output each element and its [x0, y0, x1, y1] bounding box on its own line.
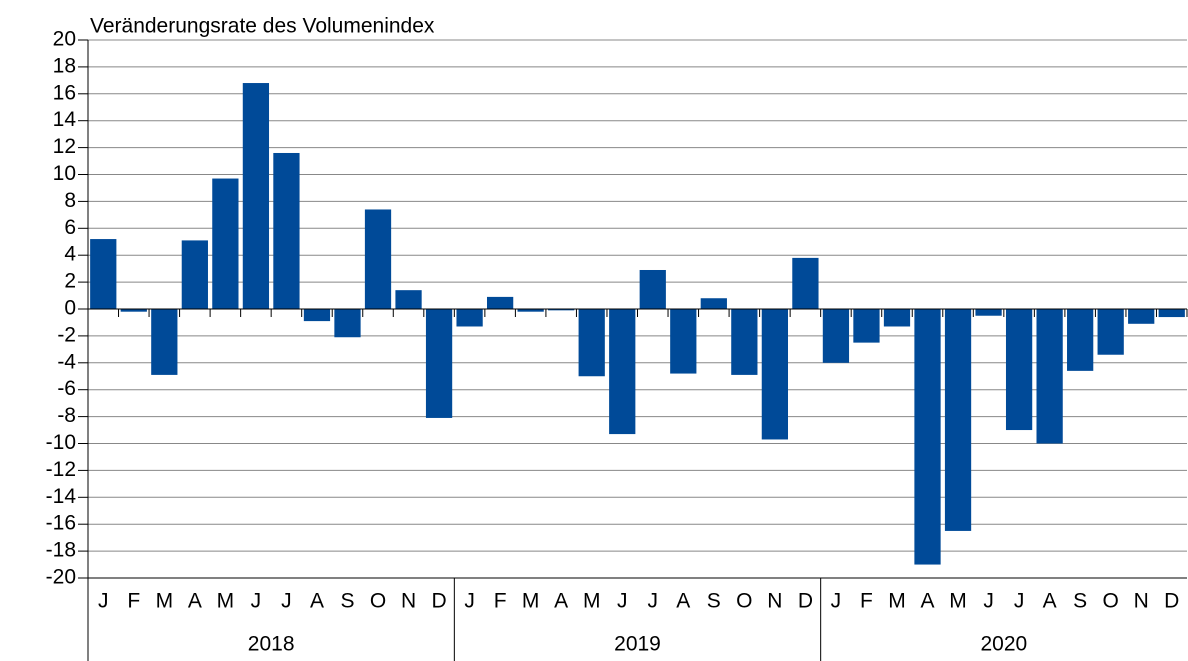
bar [90, 239, 117, 309]
y-tick-label: 8 [64, 189, 76, 212]
y-tick-label: -2 [57, 323, 76, 346]
x-tick-label: J [617, 590, 628, 613]
x-tick-label: O [736, 590, 752, 613]
x-tick-label: A [1043, 590, 1057, 613]
y-tick-label: 10 [53, 162, 76, 185]
bar [364, 209, 392, 309]
bar [303, 309, 331, 322]
bar [1036, 309, 1063, 444]
y-tick-label: -12 [46, 458, 76, 481]
y-tick-label: -18 [46, 539, 76, 562]
x-tick-label: M [522, 590, 540, 613]
y-tick-label: 12 [53, 135, 76, 158]
x-tick-label: S [707, 590, 721, 613]
x-tick-label: D [431, 590, 446, 613]
x-tick-label: O [1103, 590, 1119, 613]
bar [548, 309, 575, 311]
bar [792, 257, 819, 309]
bar [822, 309, 850, 363]
y-tick-label: 18 [53, 54, 76, 77]
y-tick-label: 14 [53, 108, 77, 131]
bar [609, 309, 636, 435]
x-tick-label: F [494, 590, 507, 613]
group-label: 2020 [980, 633, 1027, 656]
x-tick-label: D [1164, 590, 1179, 613]
x-tick-label: J [251, 590, 262, 613]
y-tick-label: 2 [64, 270, 76, 293]
y-tick-label: 20 [53, 28, 76, 51]
y-tick-label: -8 [57, 404, 76, 427]
bar [853, 309, 880, 343]
x-tick-label: M [583, 590, 601, 613]
bar [639, 269, 666, 309]
bar [731, 309, 758, 375]
x-tick-label: J [983, 590, 994, 613]
y-tick-label: 6 [64, 216, 76, 239]
bar [1128, 309, 1155, 324]
y-tick-label: 0 [64, 297, 76, 320]
bar [1005, 309, 1033, 431]
bar [944, 309, 972, 531]
chart-title: Veränderungsrate des Volumenindex [90, 15, 435, 38]
bar [1097, 309, 1124, 355]
y-tick-label: -16 [46, 512, 76, 535]
bar [1158, 309, 1185, 318]
y-tick-label: 16 [53, 81, 76, 104]
bar [761, 309, 789, 440]
y-tick-label: 4 [64, 243, 76, 266]
x-tick-label: J [831, 590, 842, 613]
group-label: 2018 [248, 633, 295, 656]
bar [181, 240, 208, 309]
bar [212, 178, 239, 309]
x-tick-label: A [310, 590, 324, 613]
bar [395, 290, 422, 309]
bar [883, 309, 911, 327]
bar [273, 152, 300, 309]
bar [242, 83, 270, 309]
y-tick-label: -14 [46, 485, 77, 508]
group-label: 2019 [614, 633, 661, 656]
x-tick-label: J [98, 590, 109, 613]
x-tick-label: S [340, 590, 354, 613]
bar [151, 309, 178, 375]
x-tick-label: F [860, 590, 873, 613]
x-tick-label: A [921, 590, 935, 613]
bar [914, 309, 941, 565]
bar [120, 309, 147, 312]
bar [334, 309, 361, 338]
x-tick-label: J [464, 590, 475, 613]
x-tick-label: J [281, 590, 292, 613]
x-tick-label: J [1014, 590, 1025, 613]
x-tick-label: A [188, 590, 202, 613]
y-tick-label: -20 [46, 566, 76, 589]
bar [578, 309, 605, 377]
x-tick-label: A [676, 590, 690, 613]
y-tick-label: -6 [57, 377, 76, 400]
bar [425, 309, 453, 418]
x-tick-label: N [1134, 590, 1149, 613]
bar [670, 309, 697, 374]
bar [486, 296, 514, 309]
bar [975, 309, 1002, 316]
x-tick-label: N [767, 590, 782, 613]
x-tick-label: S [1073, 590, 1087, 613]
x-tick-label: D [798, 590, 813, 613]
x-tick-label: N [401, 590, 416, 613]
bar [1067, 309, 1094, 371]
x-tick-label: F [127, 590, 140, 613]
y-tick-label: -4 [57, 350, 76, 373]
bar [456, 309, 483, 327]
x-tick-label: M [217, 590, 235, 613]
x-tick-label: M [949, 590, 967, 613]
x-tick-label: M [888, 590, 906, 613]
x-tick-label: A [554, 590, 568, 613]
bar [517, 309, 544, 312]
y-tick-label: -10 [46, 431, 76, 454]
bar [700, 298, 727, 309]
x-tick-label: O [370, 590, 386, 613]
x-tick-label: M [156, 590, 174, 613]
x-tick-label: J [648, 590, 659, 613]
